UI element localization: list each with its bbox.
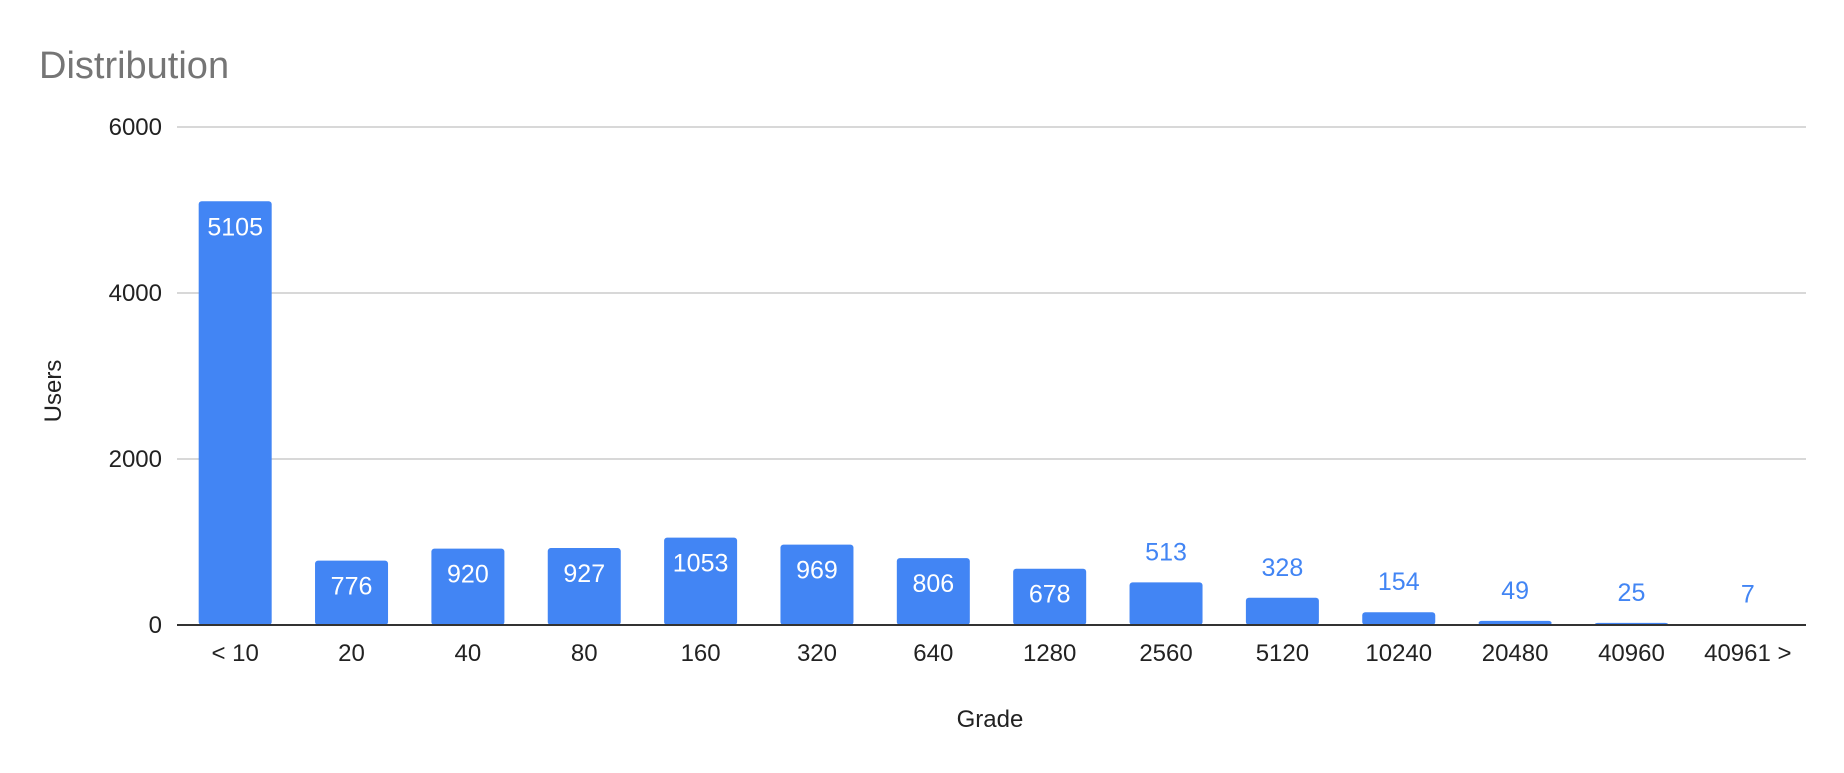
x-tick-label: 80 [571, 640, 598, 667]
y-tick-label: 2000 [109, 446, 162, 473]
x-tick-label: 40960 [1598, 640, 1665, 667]
x-tick-label: 20 [338, 640, 365, 667]
bar [315, 560, 389, 625]
x-tick-label: 40 [455, 640, 482, 667]
x-axis-ticks: < 10 20 40 80 160 320 640 1280 2560 5120 10240 2048… [211, 640, 1791, 667]
bar [664, 537, 738, 625]
data-label: 49 [1501, 577, 1529, 605]
y-tick-label: 6000 [109, 114, 162, 141]
x-axis-title: Grade [957, 706, 1024, 733]
x-tick-label: 5120 [1256, 640, 1309, 667]
x-tick-label: 160 [681, 640, 721, 667]
data-label: 7 [1741, 580, 1755, 608]
data-label: 25 [1618, 579, 1646, 607]
bar [896, 558, 970, 625]
bar [547, 548, 621, 625]
x-tick-label: 10240 [1365, 640, 1432, 667]
x-tick-label: 40961 > [1704, 640, 1791, 667]
data-label: 154 [1378, 568, 1420, 596]
bar [1129, 582, 1203, 625]
bars [198, 201, 1785, 625]
y-axis-title: Users [40, 360, 67, 423]
data-label: 776 [331, 573, 373, 601]
y-tick-label: 4000 [109, 280, 162, 307]
data-label: 328 [1262, 554, 1304, 582]
bar [1013, 568, 1087, 625]
data-label: 920 [447, 561, 489, 589]
x-tick-label: < 10 [211, 640, 258, 667]
chart-title: Distribution [39, 45, 229, 87]
data-label: 969 [796, 557, 838, 585]
x-tick-label: 320 [797, 640, 837, 667]
data-labels: 5105 776 920 927 1053 969 806 678 513 328 154 49 25 7 [207, 213, 1754, 608]
bar [1245, 597, 1319, 625]
data-label: 927 [563, 560, 605, 588]
x-tick-label: 1280 [1023, 640, 1076, 667]
data-label: 5105 [207, 213, 263, 241]
x-tick-label: 20480 [1482, 640, 1549, 667]
bar [1478, 620, 1552, 625]
y-tick-label: 0 [149, 612, 162, 639]
x-tick-label: 640 [913, 640, 953, 667]
bar [1362, 612, 1436, 625]
x-tick-label: 2560 [1139, 640, 1192, 667]
bar [431, 548, 505, 625]
bar [780, 544, 854, 625]
data-label: 513 [1145, 538, 1187, 566]
y-axis-ticks: 0 2000 4000 6000 [109, 114, 162, 639]
bar [198, 201, 272, 625]
data-label: 806 [912, 570, 954, 598]
gridlines [177, 126, 1806, 460]
data-label: 1053 [673, 550, 729, 578]
data-label: 678 [1029, 581, 1071, 609]
